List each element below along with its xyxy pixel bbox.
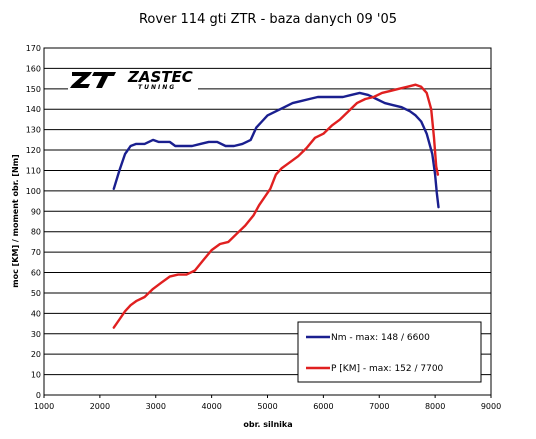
y-tick-140: 140	[26, 105, 41, 114]
y-axis-label: moc [KM] / moment obr. [Nm]	[11, 154, 20, 287]
y-tick-150: 150	[26, 85, 41, 94]
series-lines	[112, 83, 440, 329]
x-tick-6000: 6000	[313, 402, 333, 411]
x-tick-1000: 1000	[34, 402, 54, 411]
zastec-logo: ZASTEC TUNING	[68, 68, 198, 91]
y-tick-130: 130	[26, 126, 41, 135]
y-tick-10: 10	[31, 371, 41, 380]
series-line-torque	[112, 91, 440, 209]
y-tick-20: 20	[31, 350, 41, 359]
chart-legend: Nm - max: 148 / 6600 P [KM] - max: 152 /…	[297, 321, 482, 383]
logo-t-icon	[92, 72, 116, 88]
x-axis-label: obr. silnika	[243, 420, 292, 429]
x-tick-9000: 9000	[481, 402, 501, 411]
y-tick-30: 30	[31, 330, 41, 339]
x-tick-8000: 8000	[425, 402, 445, 411]
plot-frame	[43, 47, 492, 396]
series-line-power	[112, 83, 440, 329]
y-tick-40: 40	[31, 309, 41, 318]
legend-box	[297, 321, 482, 383]
y-tick-50: 50	[31, 289, 41, 298]
y-tick-160: 160	[26, 64, 41, 73]
logo-brand-text: ZASTEC	[127, 68, 193, 86]
x-tick-3000: 3000	[146, 402, 166, 411]
logo-z-icon	[70, 72, 92, 88]
legend-label-nm: Nm - max: 148 / 6600	[331, 333, 430, 343]
y-tick-90: 90	[31, 207, 41, 216]
x-tick-2000: 2000	[90, 402, 110, 411]
x-tick-7000: 7000	[369, 402, 389, 411]
y-tick-80: 80	[31, 228, 41, 237]
y-tick-170: 170	[26, 44, 41, 53]
x-tick-labels: 1000 2000 3000 4000 5000 6000 7000 8000 9000	[34, 402, 501, 411]
y-tick-100: 100	[26, 187, 41, 196]
x-tick-5000: 5000	[257, 402, 277, 411]
y-tick-110: 110	[26, 166, 41, 175]
y-tick-0: 0	[36, 391, 41, 400]
x-tick-4000: 4000	[201, 402, 221, 411]
legend-label-power: P [KM] - max: 152 / 7700	[331, 364, 444, 374]
y-tick-60: 60	[31, 269, 41, 278]
y-tick-70: 70	[31, 248, 41, 257]
y-tick-120: 120	[26, 146, 41, 155]
logo-sub-text: TUNING	[138, 84, 176, 91]
y-tick-labels: 0 10 20 30 40 50 60 70 80 90 100 110 120 130 140 150 160…	[26, 44, 41, 400]
chart-title: Rover 114 gti ZTR - baza danych 09 '05	[139, 12, 397, 27]
